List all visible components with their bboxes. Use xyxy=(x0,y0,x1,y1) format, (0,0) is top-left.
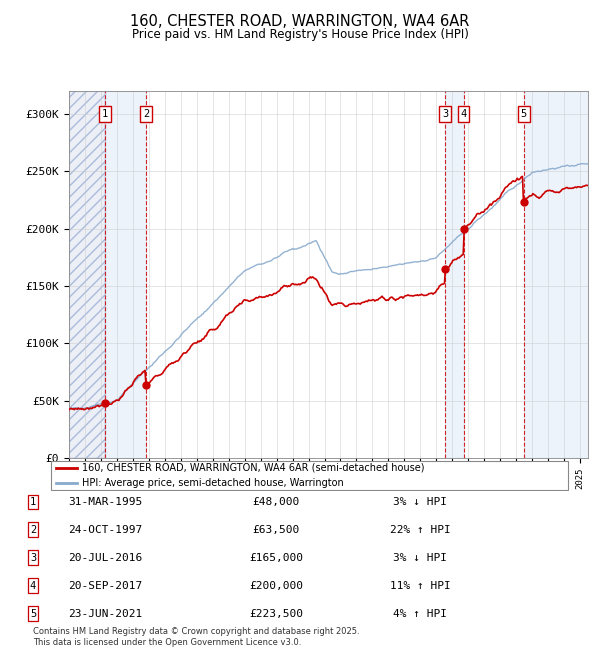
Text: 160, CHESTER ROAD, WARRINGTON, WA4 6AR (semi-detached house): 160, CHESTER ROAD, WARRINGTON, WA4 6AR (… xyxy=(82,463,425,473)
Text: 22% ↑ HPI: 22% ↑ HPI xyxy=(389,525,451,535)
FancyBboxPatch shape xyxy=(50,461,568,489)
Text: Price paid vs. HM Land Registry's House Price Index (HPI): Price paid vs. HM Land Registry's House … xyxy=(131,28,469,41)
Text: 160, CHESTER ROAD, WARRINGTON, WA4 6AR: 160, CHESTER ROAD, WARRINGTON, WA4 6AR xyxy=(130,14,470,29)
Text: 4: 4 xyxy=(461,109,467,119)
Text: 2: 2 xyxy=(143,109,149,119)
Text: £223,500: £223,500 xyxy=(249,608,303,619)
Text: 4: 4 xyxy=(30,580,36,591)
Text: 24-OCT-1997: 24-OCT-1997 xyxy=(68,525,142,535)
Text: 3% ↓ HPI: 3% ↓ HPI xyxy=(393,497,447,507)
Text: £200,000: £200,000 xyxy=(249,580,303,591)
Text: 1: 1 xyxy=(30,497,36,507)
Text: £63,500: £63,500 xyxy=(253,525,299,535)
Text: HPI: Average price, semi-detached house, Warrington: HPI: Average price, semi-detached house,… xyxy=(82,478,344,488)
Text: 3% ↓ HPI: 3% ↓ HPI xyxy=(393,552,447,563)
Text: 3: 3 xyxy=(30,552,36,563)
Text: 5: 5 xyxy=(521,109,527,119)
Bar xyxy=(69,91,105,458)
Bar xyxy=(69,91,105,458)
Text: 11% ↑ HPI: 11% ↑ HPI xyxy=(389,580,451,591)
Text: 23-JUN-2021: 23-JUN-2021 xyxy=(68,608,142,619)
Bar xyxy=(524,91,588,458)
Text: 2: 2 xyxy=(30,525,36,535)
Text: 4% ↑ HPI: 4% ↑ HPI xyxy=(393,608,447,619)
Text: 20-SEP-2017: 20-SEP-2017 xyxy=(68,580,142,591)
Text: 1: 1 xyxy=(102,109,108,119)
Text: 5: 5 xyxy=(30,608,36,619)
Text: £165,000: £165,000 xyxy=(249,552,303,563)
Text: 31-MAR-1995: 31-MAR-1995 xyxy=(68,497,142,507)
Bar xyxy=(105,91,146,458)
Text: 3: 3 xyxy=(442,109,448,119)
Bar xyxy=(445,91,464,458)
Text: Contains HM Land Registry data © Crown copyright and database right 2025.
This d: Contains HM Land Registry data © Crown c… xyxy=(33,627,359,647)
Text: 20-JUL-2016: 20-JUL-2016 xyxy=(68,552,142,563)
Text: £48,000: £48,000 xyxy=(253,497,299,507)
